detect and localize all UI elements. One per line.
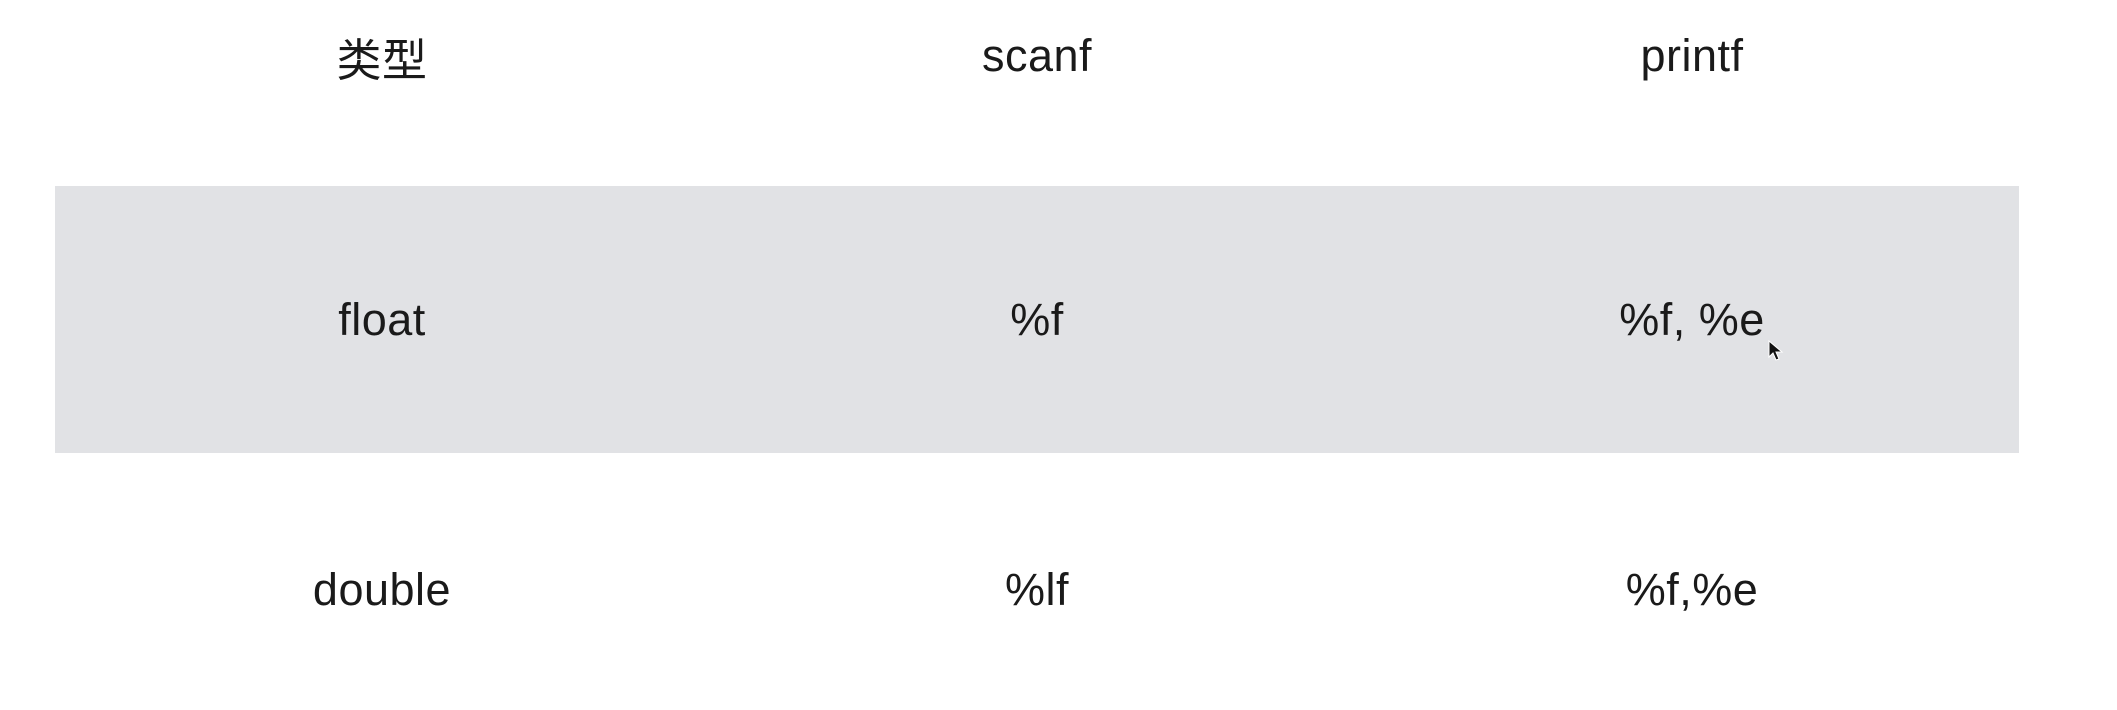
table-row: float %f %f, %e <box>55 186 2019 453</box>
cell-printf: %f,%e <box>1625 564 1759 615</box>
cell-scanf: %lf <box>1004 564 1069 615</box>
mouse-pointer-icon <box>1768 340 1784 361</box>
header-type: 类型 <box>336 34 428 86</box>
cell-type: float <box>338 293 426 345</box>
format-specifier-table: 类型 scanf printf float %f %f, %e double %… <box>0 0 2117 615</box>
cell-type: double <box>312 564 452 615</box>
cell-scanf: %f <box>1010 293 1064 345</box>
header-scanf: scanf <box>981 30 1093 81</box>
table-row: double %lf %f,%e <box>0 470 2117 710</box>
row-highlight <box>55 186 2019 453</box>
cell-printf: %f, %e <box>1619 293 1765 345</box>
table-header-row: 类型 scanf printf <box>0 0 2117 112</box>
header-printf: printf <box>1640 30 1744 81</box>
